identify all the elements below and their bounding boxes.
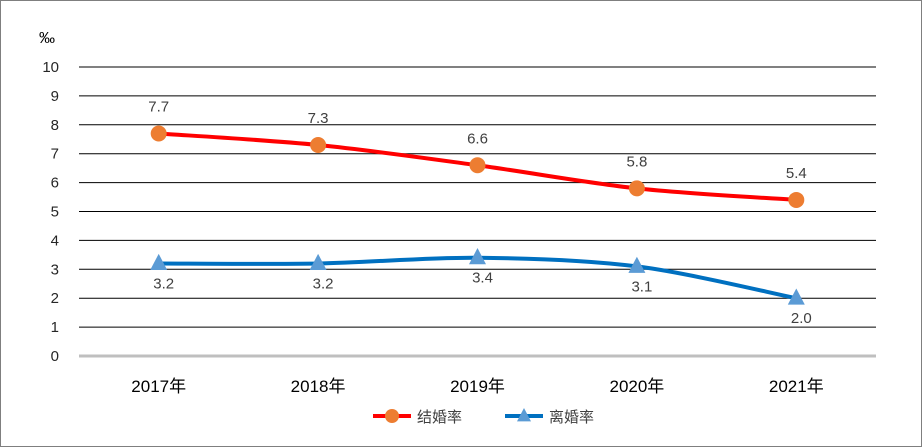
data-label: 7.7 — [148, 98, 169, 115]
data-point-marker — [150, 125, 167, 142]
legend-label: 离婚率 — [549, 409, 594, 426]
x-category-label: 2017年 — [131, 377, 186, 396]
x-axis-categories: 2017年 2018年 2019年 2020年 2021年 — [131, 377, 823, 396]
gridlines — [79, 66, 876, 358]
series-markers — [150, 125, 805, 305]
legend-marker — [385, 409, 399, 423]
y-tick-label: 7 — [51, 146, 59, 163]
y-tick-label: 0 — [51, 348, 59, 365]
data-label: 6.6 — [467, 130, 488, 147]
data-point-marker — [310, 137, 327, 154]
data-point-marker — [309, 253, 327, 270]
data-label: 2.0 — [791, 310, 812, 327]
data-label: 3.1 — [631, 278, 652, 295]
x-category-label: 2021年 — [769, 377, 824, 396]
legend-marker — [517, 408, 531, 422]
data-point-marker — [628, 180, 645, 197]
legend-item: 离婚率 — [505, 408, 594, 426]
data-point-marker — [469, 157, 486, 174]
y-tick-label: 1 — [51, 319, 59, 336]
y-axis-ticks: 0 1 2 3 4 5 6 7 8 9 10 — [42, 59, 59, 365]
data-label: 7.3 — [308, 110, 329, 127]
y-tick-label: 2 — [51, 290, 59, 307]
y-tick-label: 4 — [51, 232, 59, 249]
x-category-label: 2019年 — [450, 377, 505, 396]
data-labels: 7.7 7.3 6.6 5.8 5.4 3.2 3.2 3.4 3.1 2.0 — [148, 98, 811, 327]
x-category-label: 2018年 — [291, 377, 346, 396]
y-axis-unit-label: ‰ — [39, 30, 55, 47]
y-tick-label: 3 — [51, 261, 59, 278]
data-label: 5.4 — [786, 165, 807, 182]
data-point-marker — [150, 253, 168, 270]
legend-label: 结婚率 — [417, 409, 462, 426]
data-point-marker — [788, 191, 805, 208]
x-category-label: 2020年 — [609, 377, 664, 396]
y-tick-label: 10 — [42, 59, 59, 76]
data-label: 3.4 — [472, 270, 493, 287]
data-label: 5.8 — [626, 153, 647, 170]
y-tick-label: 9 — [51, 88, 59, 105]
y-tick-label: 6 — [51, 175, 59, 192]
data-point-marker — [787, 288, 805, 305]
data-label: 3.2 — [313, 276, 334, 293]
data-label: 3.2 — [153, 276, 174, 293]
legend-item: 结婚率 — [373, 409, 462, 426]
y-tick-label: 5 — [51, 204, 59, 221]
data-point-marker — [628, 256, 646, 273]
y-tick-label: 8 — [51, 117, 59, 134]
data-point-marker — [469, 248, 486, 265]
legend: 结婚率 离婚率 — [373, 408, 594, 426]
